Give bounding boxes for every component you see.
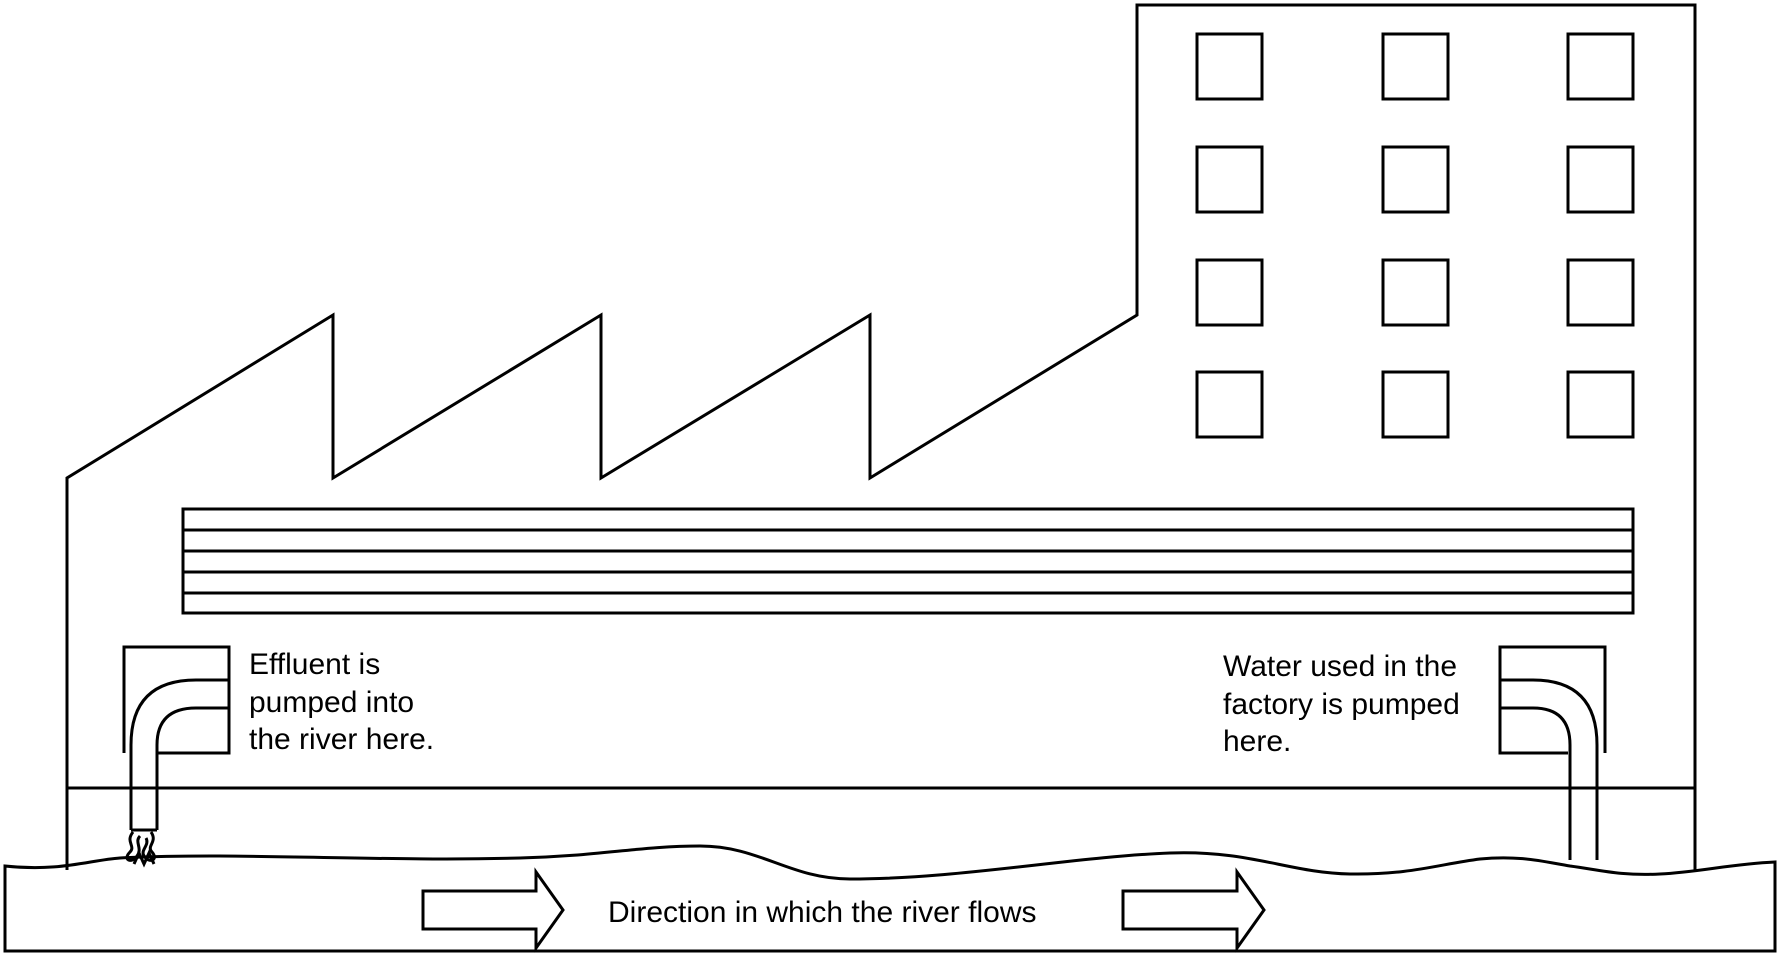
effluent-label-line: Effluent is	[249, 648, 380, 681]
intake-label: Water used in the factory is pumped here…	[1223, 650, 1468, 758]
window	[1195, 145, 1264, 214]
effluent-outlet-pipe	[122, 645, 231, 832]
river-arrow-left	[421, 867, 565, 953]
right-arrow-icon	[1121, 867, 1266, 953]
intake-label-line: here.	[1223, 725, 1291, 758]
window	[1566, 258, 1635, 327]
intake-pipe-inner	[1500, 706, 1572, 860]
factory-outline	[65, 3, 1697, 870]
splash-squiggle	[125, 831, 142, 862]
window	[1566, 370, 1635, 439]
window	[1381, 258, 1450, 327]
water-intake-pipe	[1498, 645, 1607, 860]
intake-label-line: factory is pumped	[1223, 688, 1460, 721]
effluent-label-line: the river here.	[249, 723, 434, 756]
window	[1566, 32, 1635, 101]
effluent-label: Effluent is pumped into the river here.	[249, 648, 434, 756]
window	[1566, 145, 1635, 214]
window	[1195, 32, 1264, 101]
river-direction-label: Direction in which the river flows	[608, 896, 1036, 929]
river	[3, 844, 1777, 953]
effluent-splash-icon	[125, 831, 156, 868]
window	[1195, 370, 1264, 439]
panel-frame	[181, 507, 1635, 615]
outlet-pipe-inner	[155, 706, 229, 830]
window	[1195, 258, 1264, 327]
intake-label-line: Water used in the	[1223, 650, 1457, 683]
window	[1381, 32, 1450, 101]
effluent-label-line: pumped into	[249, 686, 414, 719]
outlet-pipe-outer	[129, 678, 229, 830]
intake-pipe-box	[1498, 645, 1607, 755]
window	[1381, 145, 1450, 214]
outlet-pipe-box	[122, 645, 231, 755]
striped-panel	[181, 507, 1635, 615]
intake-pipe-outer	[1500, 678, 1599, 860]
window	[1381, 370, 1450, 439]
river-outline	[3, 844, 1777, 953]
windows-grid	[1195, 32, 1635, 439]
river-arrow-right	[1121, 867, 1266, 953]
right-arrow-icon	[421, 867, 565, 953]
factory-building	[65, 3, 1697, 870]
